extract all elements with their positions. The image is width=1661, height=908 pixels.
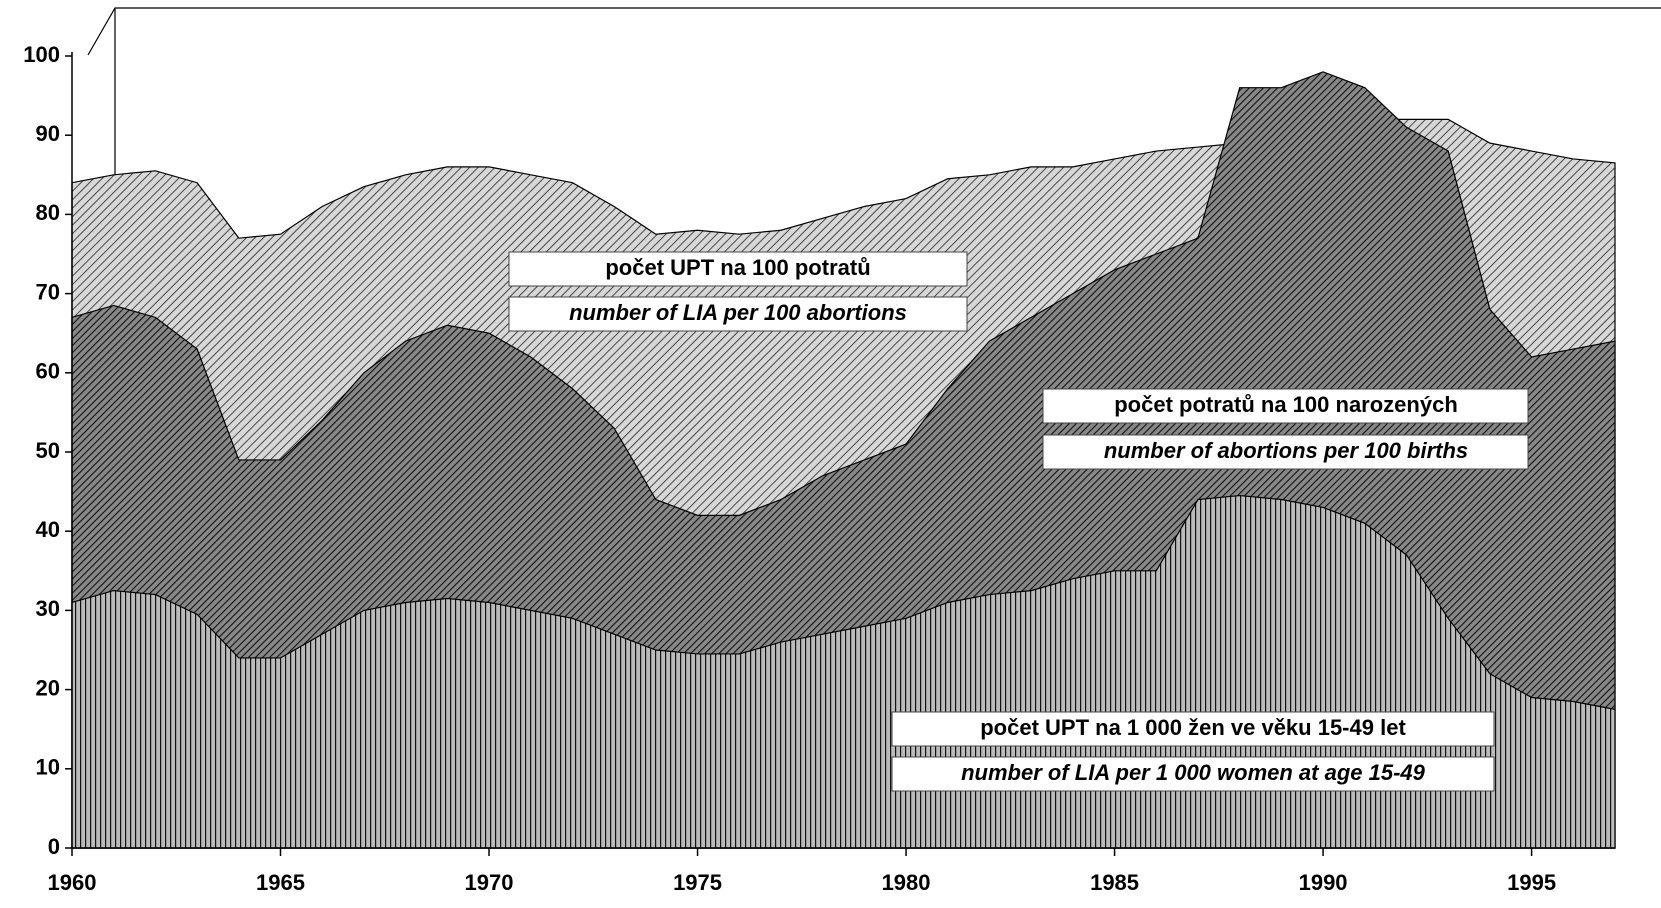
y-tick-label: 60 [36,359,60,384]
label-bg [508,296,968,332]
series-label: počet UPT na 1 000 žen ve věku 15-49 let [980,715,1406,740]
label-box: počet UPT na 1 000 žen ve věku 15-49 let… [891,711,1495,792]
y-tick-label: 100 [23,42,60,67]
label-box: počet potratů na 100 narozených number o… [1042,388,1529,470]
label-box: počet UPT na 100 potratů number of LIA p… [508,251,968,332]
x-tick-label: 1975 [673,870,722,895]
series-label: number of LIA per 1 000 women at age 15-… [961,760,1426,785]
y-tick-label: 40 [36,517,60,542]
series-label: number of abortions per 100 births [1104,438,1468,463]
y-tick-label: 0 [48,834,60,859]
y-tick-label: 50 [36,438,60,463]
label-bg [891,711,1495,747]
label-bg [508,251,968,287]
x-tick-label: 1965 [256,870,305,895]
label-bg [891,756,1495,792]
y-tick-label: 80 [36,200,60,225]
series-label: počet UPT na 100 potratů [605,255,870,280]
series-label: number of LIA per 100 abortions [569,300,907,325]
y-tick-label: 20 [36,675,60,700]
y-tick-label: 90 [36,121,60,146]
y-tick-label: 70 [36,279,60,304]
x-tick-label: 1995 [1507,870,1556,895]
series-label: počet potratů na 100 narozených [1114,392,1458,417]
x-tick-label: 1960 [48,870,97,895]
x-tick-label: 1990 [1299,870,1348,895]
x-tick-label: 1970 [465,870,514,895]
x-tick-label: 1980 [882,870,931,895]
y-tick-label: 10 [36,755,60,780]
y-tick-label: 30 [36,596,60,621]
x-tick-label: 1985 [1090,870,1139,895]
label-bg [1042,434,1529,470]
label-bg [1042,388,1529,424]
